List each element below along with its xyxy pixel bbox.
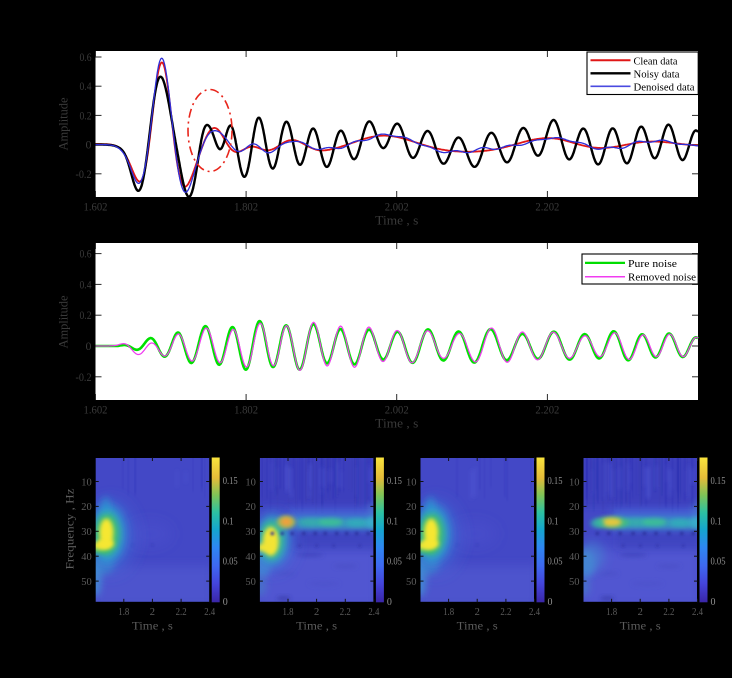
svg-text:-0.2: -0.2 (76, 370, 92, 384)
svg-text:40: 40 (406, 552, 417, 563)
svg-text:0.1: 0.1 (387, 516, 398, 527)
svg-text:30: 30 (406, 527, 417, 538)
svg-text:10: 10 (406, 477, 417, 488)
svg-text:2: 2 (150, 607, 155, 618)
svg-text:Amplitude: Amplitude (57, 295, 71, 348)
svg-text:10: 10 (569, 477, 580, 488)
svg-text:0.2: 0.2 (80, 108, 92, 122)
svg-text:Frequency , Hz: Frequency , Hz (65, 489, 77, 570)
svg-text:0.4: 0.4 (80, 79, 92, 93)
svg-text:0: 0 (387, 597, 392, 608)
svg-text:Pure noise: Pure noise (628, 258, 677, 270)
svg-text:Noisy data: Noisy data (634, 68, 680, 80)
svg-text:2.202: 2.202 (535, 200, 559, 214)
svg-text:0: 0 (86, 138, 92, 152)
svg-text:30: 30 (81, 527, 92, 538)
svg-text:30: 30 (245, 527, 256, 538)
svg-text:2.002: 2.002 (385, 403, 409, 417)
svg-text:1.802: 1.802 (234, 200, 258, 214)
svg-text:-0.2: -0.2 (76, 167, 92, 181)
svg-text:2: 2 (475, 607, 480, 618)
svg-text:40: 40 (245, 552, 256, 563)
svg-text:0.15: 0.15 (223, 476, 238, 487)
svg-text:0: 0 (548, 597, 553, 608)
svg-text:20: 20 (569, 502, 580, 513)
svg-text:2.002: 2.002 (385, 200, 409, 214)
svg-text:0: 0 (711, 597, 716, 608)
svg-text:0.05: 0.05 (223, 557, 238, 568)
svg-text:20: 20 (245, 502, 256, 513)
svg-text:1.8: 1.8 (606, 607, 617, 618)
svg-text:2.4: 2.4 (529, 607, 541, 618)
svg-text:40: 40 (569, 552, 580, 563)
svg-text:0.1: 0.1 (711, 516, 722, 527)
svg-text:0.15: 0.15 (711, 476, 726, 487)
svg-text:2.2: 2.2 (176, 607, 187, 618)
svg-text:0.1: 0.1 (548, 516, 559, 527)
svg-text:0: 0 (86, 339, 92, 353)
svg-text:Amplitude: Amplitude (57, 97, 71, 150)
svg-text:50: 50 (406, 577, 417, 588)
svg-text:50: 50 (81, 577, 92, 588)
svg-text:2.2: 2.2 (340, 607, 351, 618)
svg-text:1.602: 1.602 (84, 200, 108, 214)
svg-text:10: 10 (245, 477, 256, 488)
svg-text:1.8: 1.8 (118, 607, 129, 618)
svg-text:0.05: 0.05 (548, 557, 563, 568)
svg-text:1.602: 1.602 (84, 403, 108, 417)
svg-text:0.1: 0.1 (223, 516, 234, 527)
svg-text:10: 10 (81, 477, 92, 488)
svg-text:Denoised data: Denoised data (634, 81, 695, 93)
svg-text:40: 40 (81, 552, 92, 563)
svg-text:Time , s: Time , s (296, 620, 338, 632)
svg-text:2: 2 (638, 607, 643, 618)
svg-text:Time , s: Time , s (375, 214, 418, 228)
svg-text:0.4: 0.4 (80, 277, 92, 291)
svg-text:20: 20 (406, 502, 417, 513)
svg-text:Time , s: Time , s (620, 620, 662, 632)
svg-text:2.4: 2.4 (692, 607, 704, 618)
svg-text:30: 30 (569, 527, 580, 538)
svg-text:0.6: 0.6 (80, 50, 92, 64)
svg-text:50: 50 (245, 577, 256, 588)
svg-text:2.4: 2.4 (204, 607, 216, 618)
svg-text:0.6: 0.6 (80, 247, 92, 261)
svg-text:0: 0 (223, 597, 228, 608)
svg-text:2.2: 2.2 (663, 607, 674, 618)
svg-text:1.802: 1.802 (234, 403, 258, 417)
svg-text:Time , s: Time , s (375, 417, 418, 431)
svg-text:Removed noise: Removed noise (628, 272, 696, 284)
svg-text:1.8: 1.8 (283, 607, 294, 618)
svg-text:20: 20 (81, 502, 92, 513)
svg-text:2.2: 2.2 (500, 607, 511, 618)
svg-text:Clean data: Clean data (634, 55, 678, 67)
svg-text:Time , s: Time , s (132, 620, 174, 632)
svg-text:0.2: 0.2 (80, 308, 92, 322)
svg-text:50: 50 (569, 577, 580, 588)
svg-text:Time , s: Time , s (457, 620, 499, 632)
svg-text:0.15: 0.15 (387, 476, 402, 487)
svg-text:2: 2 (314, 607, 319, 618)
svg-text:0.05: 0.05 (387, 557, 402, 568)
svg-text:2.4: 2.4 (368, 607, 380, 618)
svg-text:0.05: 0.05 (711, 557, 726, 568)
svg-text:1.8: 1.8 (443, 607, 454, 618)
svg-text:2.202: 2.202 (535, 403, 559, 417)
svg-text:0.15: 0.15 (548, 476, 563, 487)
